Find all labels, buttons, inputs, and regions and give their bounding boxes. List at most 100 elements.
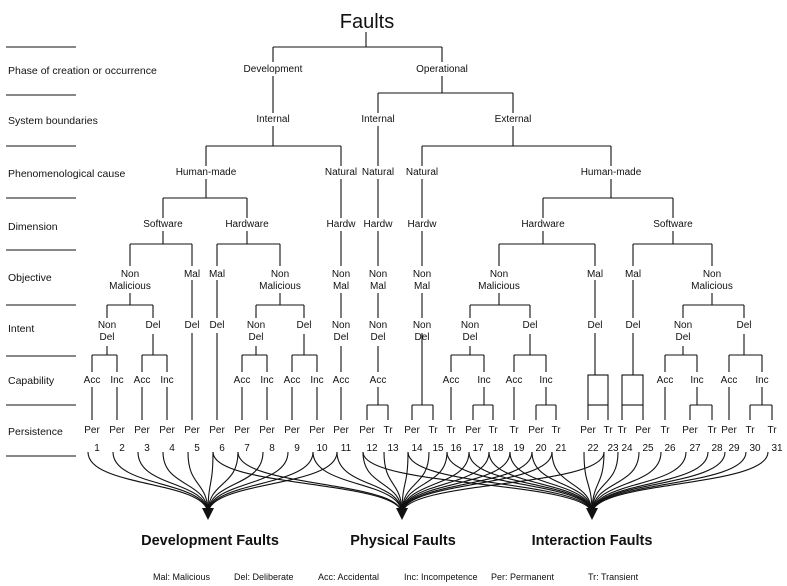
row-label: Phase of creation or occurrence bbox=[8, 65, 157, 77]
node-intent: Non Del bbox=[461, 320, 479, 343]
node-capability: Inc bbox=[160, 375, 173, 386]
node-persistence: Per bbox=[682, 425, 698, 436]
node-natural-op-int: Natural bbox=[362, 167, 394, 178]
legend-item: Per: Permanent bbox=[491, 572, 555, 582]
node-natural-dev: Natural bbox=[325, 167, 357, 178]
leaf-number: 21 bbox=[555, 443, 567, 454]
node-intent: Non Del bbox=[247, 320, 265, 343]
leaf-number: 3 bbox=[144, 443, 150, 454]
legend-item: Inc: Incompetence bbox=[404, 572, 478, 582]
leaf-number: 22 bbox=[587, 443, 599, 454]
node-persistence: Per bbox=[234, 425, 250, 436]
fault-class-link bbox=[137, 451, 209, 515]
node-software-op: Software bbox=[653, 219, 693, 230]
node-persistence: Per bbox=[284, 425, 300, 436]
node-hardware-op: Hardware bbox=[521, 219, 565, 230]
node-persistence: Per bbox=[465, 425, 481, 436]
leaf-number: 12 bbox=[366, 443, 378, 454]
row-label: Intent bbox=[8, 323, 34, 335]
leaf-number: 19 bbox=[513, 443, 525, 454]
node-persistence: Tr bbox=[551, 425, 561, 436]
node-persistence: Tr bbox=[707, 425, 717, 436]
legend-item: Tr: Transient bbox=[588, 572, 639, 582]
node-hardw-int: Hardw bbox=[364, 219, 394, 230]
diagram-title: Faults bbox=[340, 11, 394, 33]
class-physical-faults: Physical Faults bbox=[350, 533, 456, 549]
leaf-number: 29 bbox=[728, 443, 740, 454]
row-label: Phenomenological cause bbox=[8, 168, 125, 180]
node-persistence: Tr bbox=[617, 425, 627, 436]
node-natural-op-ext: Natural bbox=[406, 167, 438, 178]
node-persistence: Tr bbox=[488, 425, 498, 436]
node-intent: Del bbox=[587, 320, 602, 331]
node-persistence: Per bbox=[309, 425, 325, 436]
node-hardw-dev: Hardw bbox=[327, 219, 357, 230]
node-objective: Non Malicious bbox=[109, 269, 151, 292]
node-persistence: Per bbox=[159, 425, 175, 436]
node-capability: Acc bbox=[506, 375, 523, 386]
leaf-number: 20 bbox=[535, 443, 547, 454]
node-persistence: Per bbox=[359, 425, 375, 436]
fault-class-link bbox=[583, 451, 593, 515]
node-objective: Non Malicious bbox=[259, 269, 301, 292]
node-objective: Non Malicious bbox=[478, 269, 520, 292]
fault-class-link bbox=[591, 451, 619, 515]
leaf-number: 14 bbox=[411, 443, 423, 454]
node-capability: Acc bbox=[370, 375, 387, 386]
node-objective: Mal bbox=[209, 269, 225, 280]
node-external: External bbox=[495, 114, 532, 125]
node-intent: Del bbox=[184, 320, 199, 331]
legend-item: Acc: Accidental bbox=[318, 572, 379, 582]
node-capability: Acc bbox=[284, 375, 301, 386]
leaf-number: 27 bbox=[689, 443, 701, 454]
leaf-number: 13 bbox=[387, 443, 399, 454]
fault-class-link bbox=[87, 451, 209, 515]
node-persistence: Tr bbox=[446, 425, 456, 436]
node-persistence: Per bbox=[134, 425, 150, 436]
fault-class-link bbox=[207, 451, 338, 515]
node-intent: Del bbox=[522, 320, 537, 331]
arrow-head bbox=[586, 508, 598, 520]
node-persistence: Tr bbox=[745, 425, 755, 436]
fault-class-link bbox=[509, 451, 593, 515]
node-software-dev: Software bbox=[143, 219, 183, 230]
fault-class-link bbox=[591, 451, 747, 515]
fault-class-link bbox=[591, 451, 662, 515]
leaf-number: 8 bbox=[269, 443, 275, 454]
leaf-number: 31 bbox=[771, 443, 783, 454]
node-intent: Del bbox=[736, 320, 751, 331]
node-objective: Mal bbox=[587, 269, 603, 280]
leaf-number: 7 bbox=[244, 443, 250, 454]
arrow-head bbox=[202, 508, 214, 520]
tree-line bbox=[587, 374, 609, 406]
fault-class-link bbox=[591, 451, 769, 515]
node-intent: Non Del bbox=[674, 320, 692, 343]
node-capability: Acc bbox=[443, 375, 460, 386]
class-interaction-faults: Interaction Faults bbox=[532, 533, 653, 549]
fault-class-link bbox=[468, 451, 593, 515]
node-persistence: Tr bbox=[383, 425, 393, 436]
node-capability: Acc bbox=[333, 375, 350, 386]
node-persistence: Tr bbox=[767, 425, 777, 436]
node-capability: Inc bbox=[477, 375, 490, 386]
node-operational: Operational bbox=[416, 64, 468, 75]
node-intent: Non Del bbox=[369, 320, 387, 343]
node-intent: Del bbox=[625, 320, 640, 331]
node-objective: Non Mal bbox=[369, 269, 387, 292]
leaf-number: 10 bbox=[316, 443, 328, 454]
node-hardw-ext: Hardw bbox=[408, 219, 438, 230]
row-label: Capability bbox=[8, 375, 55, 387]
fault-class-link bbox=[162, 451, 209, 515]
node-human-made-op: Human-made bbox=[581, 167, 642, 178]
node-persistence: Per bbox=[109, 425, 125, 436]
leaf-number: 16 bbox=[450, 443, 462, 454]
leaf-number: 24 bbox=[621, 443, 633, 454]
node-capability: Acc bbox=[134, 375, 151, 386]
fault-class-link bbox=[383, 451, 403, 515]
node-persistence: Tr bbox=[603, 425, 613, 436]
leaf-number: 9 bbox=[294, 443, 300, 454]
node-capability: Acc bbox=[234, 375, 251, 386]
tree-line bbox=[621, 374, 644, 406]
fault-class-link bbox=[112, 451, 209, 515]
